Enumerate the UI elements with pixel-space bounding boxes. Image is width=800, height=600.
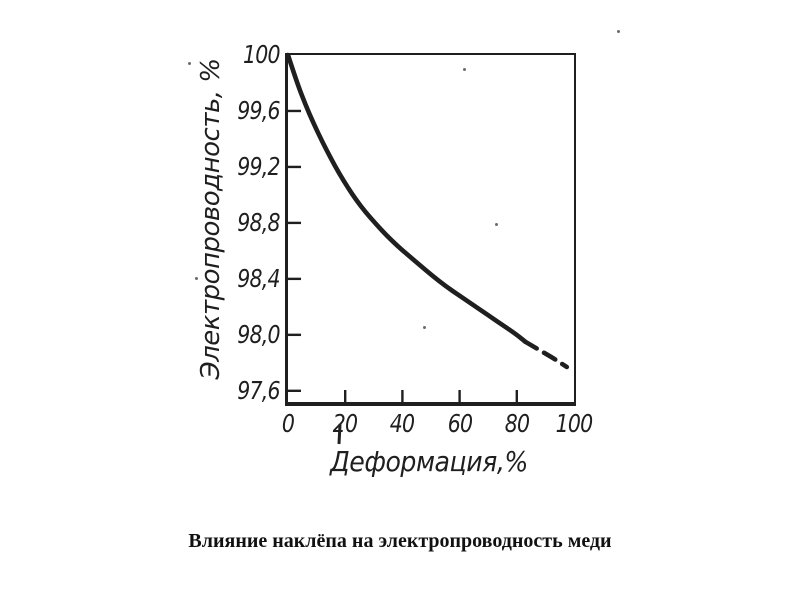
x-tick-label: 40 <box>390 409 415 438</box>
scan-speck <box>617 30 620 33</box>
series-conductivity-extrapolated <box>523 339 570 370</box>
series-conductivity-measured <box>285 52 528 345</box>
y-tick-label: 98,8 <box>237 207 281 237</box>
y-tick-label: 97,6 <box>237 375 281 405</box>
y-tick-label: 100 <box>243 40 280 69</box>
scan-speck <box>463 68 466 71</box>
stray-mark <box>337 423 342 445</box>
y-tick-label: 99,6 <box>237 95 281 125</box>
scan-speck <box>495 223 498 226</box>
x-tick-label: 0 <box>281 409 295 438</box>
conductivity-chart <box>285 52 570 402</box>
x-tick-label: 60 <box>447 409 472 438</box>
scan-speck <box>188 62 191 65</box>
scan-speck <box>423 326 426 329</box>
plot-area <box>285 52 576 406</box>
x-tick-label: 80 <box>504 409 530 438</box>
figure-caption: Влияние наклёпа на электропроводность ме… <box>188 530 612 552</box>
y-tick-label: 98,4 <box>237 263 281 293</box>
y-axis-title: Электропроводность, % <box>196 58 226 380</box>
x-tick-label: 100 <box>555 409 593 438</box>
y-tick-label: 99,2 <box>237 151 281 181</box>
x-axis-title: Деформация,% <box>330 445 528 478</box>
scan-speck <box>195 277 198 280</box>
x-tick-label: 20 <box>332 409 358 438</box>
y-tick-label: 98,0 <box>237 319 281 349</box>
